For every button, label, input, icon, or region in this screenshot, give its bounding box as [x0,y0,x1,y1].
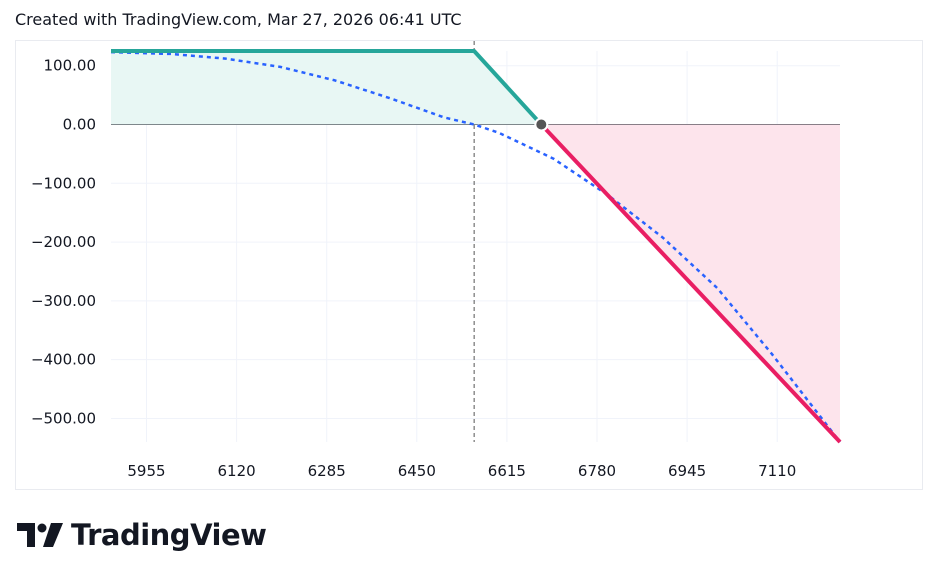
x-tick-label: 6285 [308,462,346,480]
y-tick-label: −200.00 [31,233,96,251]
theoretical-pnl-line [110,50,841,443]
y-tick-label: −300.00 [31,292,96,310]
x-tick-label: 6615 [488,462,526,480]
x-tick-label: 6450 [398,462,436,480]
tick-layer: 5955 6120 6285 6450 6615 6780 6945 7110 100.00 0.… [31,57,796,480]
y-tick-label: −400.00 [31,351,96,369]
expiry-pnl-loss-line [539,123,842,444]
fill-layer [111,51,840,442]
x-tick-label: 6780 [578,462,616,480]
expiry-pnl-profit-line [111,49,543,126]
tradingview-logo-icon [17,523,63,547]
line-layer [110,49,842,444]
y-tick-label: −100.00 [31,174,96,192]
tradingview-logo[interactable]: TradingView [17,518,267,552]
logo-text: TradingView [71,518,267,552]
x-tick-label: 6120 [218,462,256,480]
x-tick-label: 5955 [127,462,165,480]
chart-created-caption: Created with TradingView.com, Mar 27, 20… [15,10,462,29]
breakeven-marker [534,117,549,132]
y-tick-label: −500.00 [31,409,96,427]
profit-area [111,51,542,125]
x-tick-label: 6945 [668,462,706,480]
y-tick-label: 0.00 [63,115,96,133]
y-tick-label: 100.00 [44,57,97,75]
x-tick-label: 7110 [758,462,796,480]
